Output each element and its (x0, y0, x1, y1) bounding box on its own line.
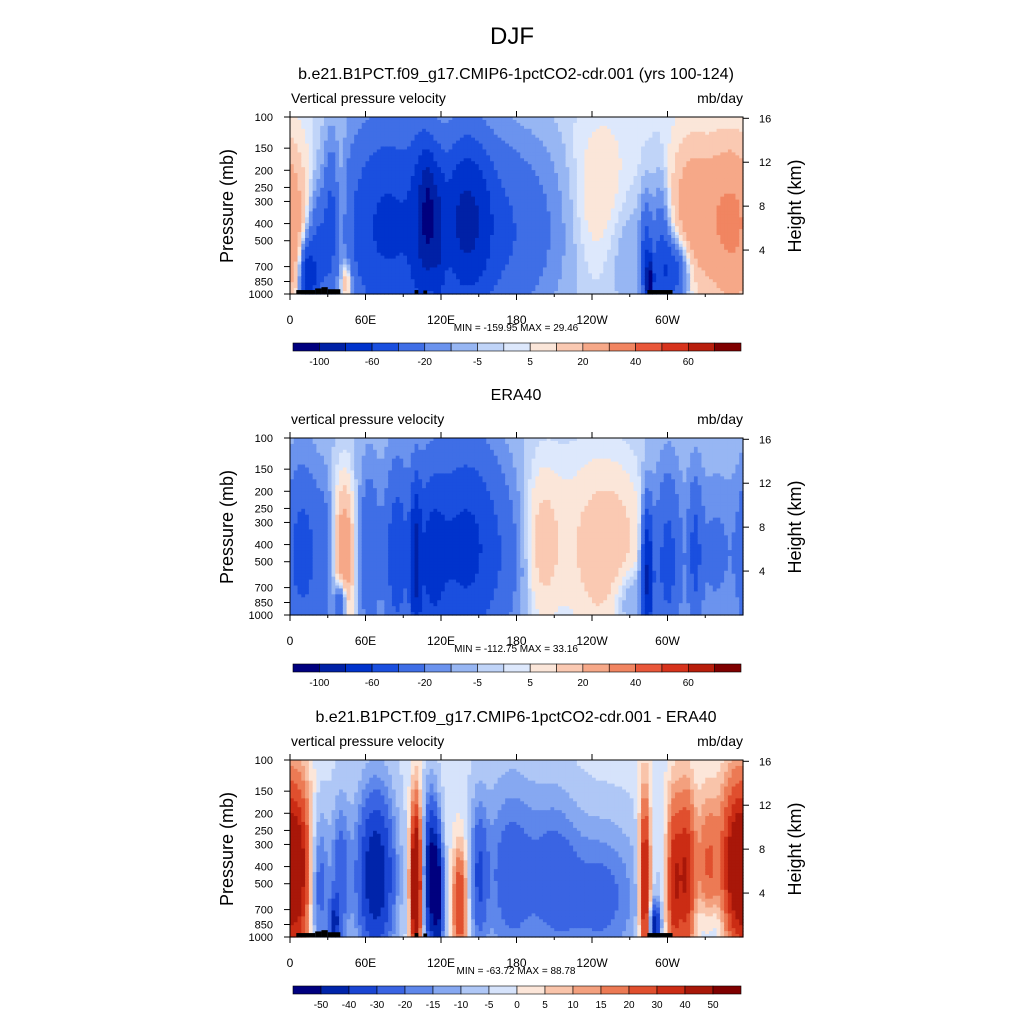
panel-title: b.e21.B1PCT.f09_g17.CMIP6-1pctCO2-cdr.00… (298, 66, 734, 83)
figure-title: DJF (490, 23, 534, 50)
plot-area: 0 60E 120E 180 120W 60W1001502002503004005007… (249, 111, 772, 327)
shaded-field (290, 117, 744, 295)
right-label: mb/day (697, 90, 743, 106)
panel-1: b.e21.B1PCT.f09_g17.CMIP6-1pctCO2-cdr.00… (217, 66, 805, 368)
left-label: Vertical pressure velocity (291, 90, 446, 106)
